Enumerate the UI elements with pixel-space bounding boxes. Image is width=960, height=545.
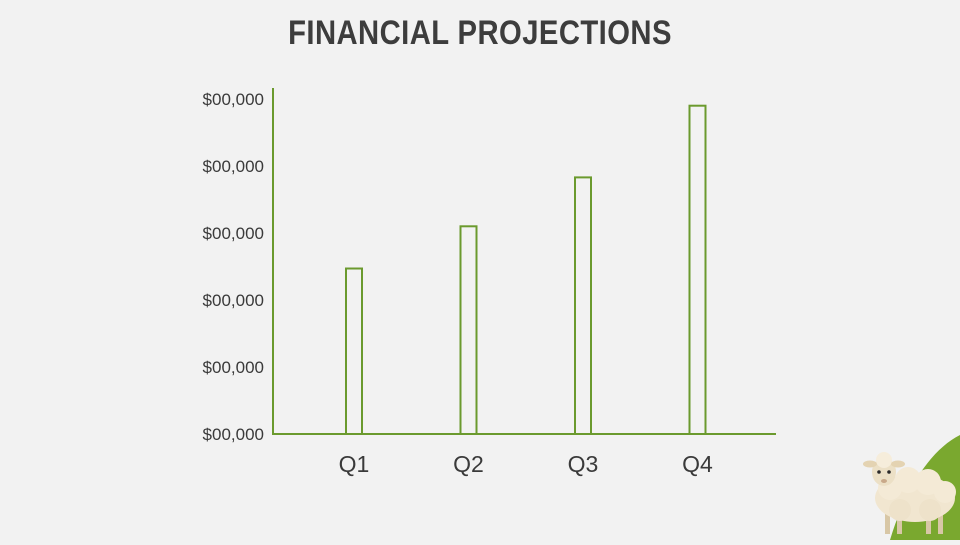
y-tick-label: $00,000 xyxy=(203,425,264,444)
x-category-label: Q1 xyxy=(339,451,370,477)
bar-q4 xyxy=(688,104,707,435)
bar-q3 xyxy=(574,176,592,435)
y-tick-label: $00,000 xyxy=(203,90,264,109)
y-tick-label: $00,000 xyxy=(203,291,264,310)
sheep-icon xyxy=(863,435,960,540)
y-tick-label: $00,000 xyxy=(203,358,264,377)
x-category-label: Q3 xyxy=(568,451,599,477)
x-category-label: Q4 xyxy=(682,451,713,477)
x-category-label: Q2 xyxy=(453,451,484,477)
sheep-decoration xyxy=(860,430,960,540)
y-tick-label: $00,000 xyxy=(203,224,264,243)
bar-q1 xyxy=(345,267,363,436)
x-axis-category-labels: Q1 Q2 Q3 Q4 xyxy=(339,451,713,477)
page-title: FINANCIAL PROJECTIONS xyxy=(288,14,672,52)
bars-group xyxy=(345,104,707,436)
bar-q2 xyxy=(459,225,478,435)
y-axis-tick-labels: $00,000 $00,000 $00,000 $00,000 $00,000 $00,0… xyxy=(203,90,264,444)
axes-group xyxy=(272,88,776,435)
y-tick-label: $00,000 xyxy=(203,157,264,176)
